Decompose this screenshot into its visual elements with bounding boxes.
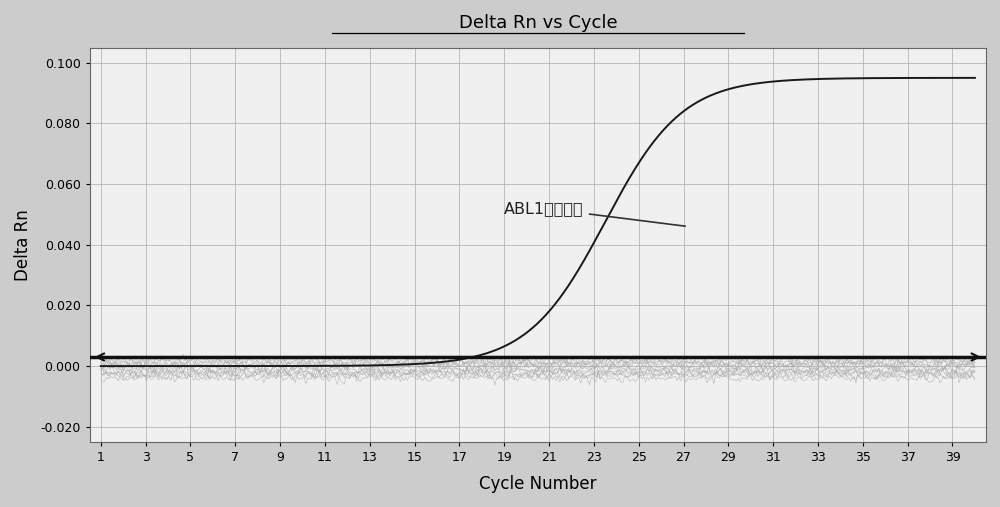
Y-axis label: Delta Rn: Delta Rn: [14, 209, 32, 280]
Text: ABL1内参基因: ABL1内参基因: [504, 201, 685, 226]
X-axis label: Cycle Number: Cycle Number: [479, 475, 597, 493]
Text: Delta Rn vs Cycle: Delta Rn vs Cycle: [459, 14, 617, 32]
